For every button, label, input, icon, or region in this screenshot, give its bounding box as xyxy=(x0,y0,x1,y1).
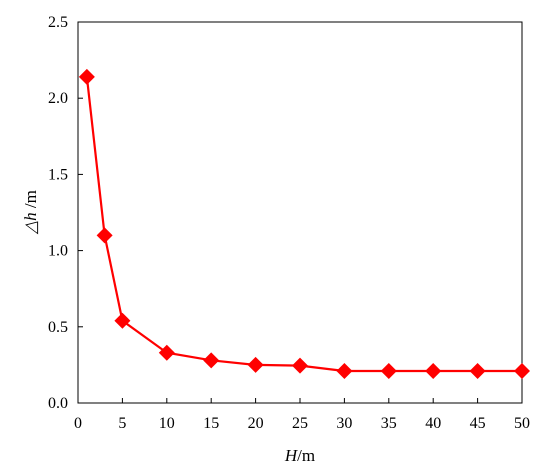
y-tick-label: 0.0 xyxy=(48,395,68,412)
x-tick-label: 25 xyxy=(292,415,308,432)
x-axis-label: H/m xyxy=(284,446,315,465)
data-point-marker xyxy=(469,362,486,379)
x-tick-label: 35 xyxy=(381,415,397,432)
series-markers xyxy=(78,68,530,379)
x-tick-label: 15 xyxy=(203,415,219,432)
x-tick-label: 45 xyxy=(470,415,486,432)
data-point-marker xyxy=(425,362,442,379)
x-tick-label: 40 xyxy=(425,415,441,432)
data-point-marker xyxy=(96,227,113,244)
data-point-marker xyxy=(78,68,95,85)
data-point-marker xyxy=(203,352,220,369)
data-point-marker xyxy=(114,312,131,329)
y-axis-ticks: 0.0 0.5 1.0 1.5 2.0 2.5 xyxy=(48,14,83,412)
x-tick-label: 30 xyxy=(336,415,352,432)
y-tick-label: 2.5 xyxy=(48,14,68,31)
plot-frame xyxy=(77,21,523,404)
x-axis-ticks: 0 5 10 15 20 25 30 35 40 45 50 xyxy=(74,398,530,432)
y-axis-label-var: △h xyxy=(21,212,40,235)
y-axis-label-unit: /m xyxy=(21,190,40,212)
y-tick-label: 1.5 xyxy=(48,166,68,183)
y-tick-label: 1.0 xyxy=(48,243,68,260)
data-point-marker xyxy=(292,357,308,374)
data-point-marker xyxy=(247,356,264,373)
x-tick-label: 0 xyxy=(74,415,82,432)
x-tick-label: 5 xyxy=(118,415,126,432)
x-tick-label: 10 xyxy=(159,415,175,432)
data-point-marker xyxy=(514,362,530,379)
series-line xyxy=(85,76,522,373)
y-tick-label: 2.0 xyxy=(48,90,68,107)
y-axis-label: △h /m xyxy=(21,190,40,235)
x-axis-label-var: H xyxy=(284,446,299,465)
x-tick-label: 20 xyxy=(248,415,264,432)
data-point-marker xyxy=(380,362,397,379)
data-point-marker xyxy=(336,362,353,379)
data-point-marker xyxy=(158,344,175,361)
x-axis-label-unit: /m xyxy=(297,446,315,465)
x-tick-label: 50 xyxy=(514,415,530,432)
y-tick-label: 0.5 xyxy=(48,319,68,336)
